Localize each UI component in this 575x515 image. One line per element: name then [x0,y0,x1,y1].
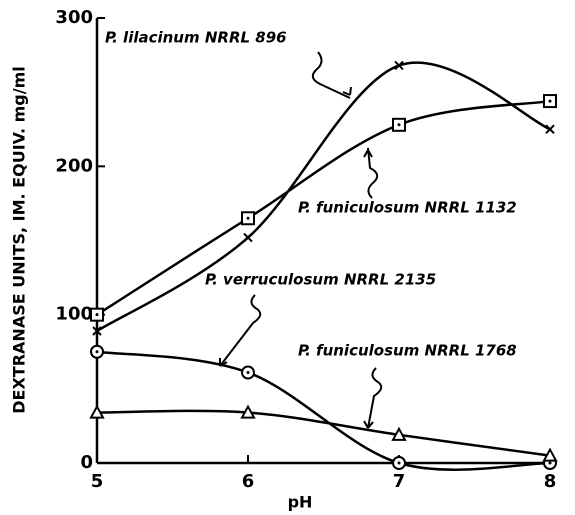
marker-x [394,60,404,71]
marker-triangle [89,404,105,419]
series-line [96,350,551,471]
series-line [96,99,551,316]
x-tick-label: 5 [91,471,104,492]
marker-dot [548,99,552,103]
x-axis-label: pH [288,493,313,512]
annotation-arrows [219,51,383,429]
marker-dot [95,350,99,354]
marker-dot [246,371,250,375]
marker-x [243,232,253,243]
series-label: P. lilacinum NRRL 896 [105,29,287,47]
series-line [96,409,551,457]
marker-x [92,326,102,336]
marker-dot [397,123,401,127]
series-line [96,61,551,333]
marker-dot [246,216,250,220]
series-label: P. funiculosum NRRL 1132 [298,199,517,217]
y-tick-label: 0 [80,452,93,473]
y-axis-label: DEXTRANASE UNITS, IM. EQUIV. mg/ml [10,66,29,413]
marker-dot [95,313,99,317]
marker-triangle [391,426,407,441]
series-label: P. verruculosum NRRL 2135 [205,271,436,289]
x-tick-label: 7 [393,471,406,492]
y-tick-label: 200 [55,155,93,176]
marker-dot [397,461,401,465]
y-tick-label: 100 [55,304,93,325]
marker-triangle [542,447,558,462]
marker-triangle [240,404,256,419]
x-tick-label: 6 [242,471,255,492]
y-tick-label: 300 [55,7,93,28]
marker-dot [548,461,552,465]
series-label: P. funiculosum NRRL 1768 [298,342,517,360]
x-tick-label: 8 [544,471,557,492]
marker-x [545,124,555,134]
